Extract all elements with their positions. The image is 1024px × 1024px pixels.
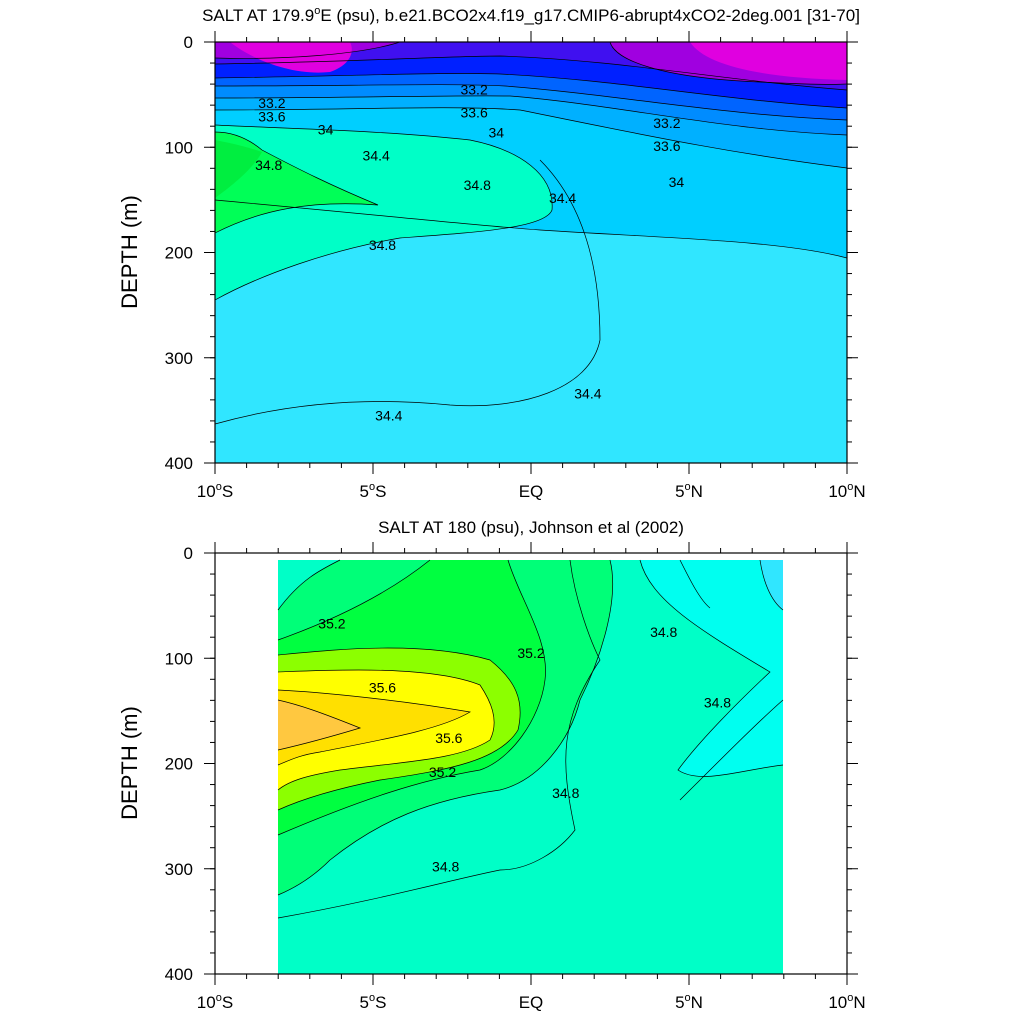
- panel-observations: SALT AT 180 (psu), Johnson et al (2002): [117, 518, 866, 1012]
- y-tick-label: 100: [165, 649, 193, 668]
- contour-label: 35.2: [517, 645, 544, 661]
- contour-label: 33.6: [258, 109, 285, 125]
- contour-label: 34.8: [255, 157, 282, 173]
- y-tick-label: 300: [165, 860, 193, 879]
- x-tick-label: 10oS: [197, 481, 233, 501]
- contour-label: 34: [318, 121, 334, 137]
- x-tick-label: 5oN: [675, 992, 703, 1012]
- contour-label: 33.6: [653, 138, 680, 154]
- contour-fill: [278, 560, 783, 974]
- x-tick-label: 10oN: [828, 481, 865, 501]
- y-tick-label: 0: [184, 544, 193, 563]
- contour-label: 35.6: [435, 730, 462, 746]
- contour-label: 34.4: [549, 190, 576, 206]
- y-tick-label: 400: [165, 965, 193, 984]
- contour-label: 33.6: [460, 105, 487, 121]
- y-tick-label: 0: [184, 33, 193, 52]
- y-tick-label: 300: [165, 349, 193, 368]
- contour-label: 34.8: [369, 237, 396, 253]
- x-tick-label: 5oN: [675, 481, 703, 501]
- axis-ticks: [204, 542, 858, 985]
- contour-fill: [215, 42, 847, 463]
- contour-label: 34.8: [432, 859, 459, 875]
- contour-label: 34.4: [363, 148, 390, 164]
- panel-title: SALT AT 179.9oE (psu), b.e21.BCO2x4.f19_…: [202, 5, 860, 25]
- contour-label: 35.2: [429, 764, 456, 780]
- contour-label: 35.2: [318, 616, 345, 632]
- x-tick-label: 10oN: [828, 992, 865, 1012]
- y-tick-label: 400: [165, 454, 193, 473]
- y-tick-label: 100: [165, 138, 193, 157]
- contour-label: 35.6: [369, 680, 396, 696]
- y-tick-label: 200: [165, 244, 193, 263]
- contour-labels: 33.233.63434.833.233.63434.434.834.434.8…: [255, 81, 684, 423]
- contour-labels: 35.2 35.6 35.6 35.2 35.2 34.8 34.8 34.8 34.8: [318, 616, 731, 875]
- contour-label: 34.8: [650, 624, 677, 640]
- panel-model: SALT AT 179.9oE (psu), b.e21.BCO2x4.f19_…: [117, 5, 866, 501]
- x-tick-label: 10oS: [197, 992, 233, 1012]
- axis-ticks: [204, 31, 858, 474]
- contour-label: 34.8: [464, 177, 491, 193]
- x-tick-label: EQ: [519, 482, 544, 501]
- x-tick-label: EQ: [519, 993, 544, 1012]
- tick-labels: 10oS 5oS EQ 5oN 10oN 0 100 200 300 400: [165, 544, 866, 1012]
- contour-label: 33.2: [460, 81, 487, 97]
- contour-label: 34.4: [375, 408, 402, 424]
- contour-label: 34: [669, 174, 685, 190]
- y-tick-label: 200: [165, 755, 193, 774]
- x-tick-label: 5oS: [360, 992, 387, 1012]
- contour-lines: [214, 41, 848, 425]
- panel-title: SALT AT 180 (psu), Johnson et al (2002): [378, 518, 684, 537]
- contour-label: 34.8: [552, 785, 579, 801]
- y-axis-label: DEPTH (m): [117, 706, 142, 820]
- contour-label: 33.2: [258, 95, 285, 111]
- contour-label: 34.4: [574, 386, 601, 402]
- x-tick-label: 5oS: [360, 481, 387, 501]
- contour-label: 34: [488, 125, 504, 141]
- tick-labels: 10oS 5oS EQ 5oN 10oN 0 100 200 300 400: [165, 33, 866, 501]
- y-axis-label: DEPTH (m): [117, 195, 142, 309]
- contour-lines: [277, 559, 784, 919]
- contour-label: 34.8: [704, 694, 731, 710]
- contour-label: 33.2: [653, 115, 680, 131]
